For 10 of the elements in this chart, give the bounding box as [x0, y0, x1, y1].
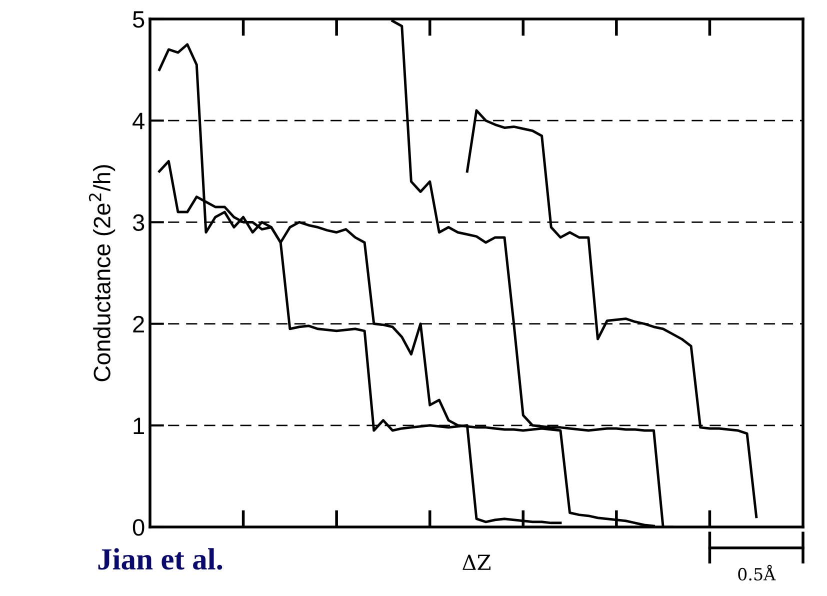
text: 0.5Å — [738, 564, 776, 581]
y-tick-label: 1 — [134, 418, 144, 434]
y-axis-title: Conductance (2e$^{2}$/h) — [88, 165, 116, 382]
x-axis-title: ΔZ — [462, 554, 490, 570]
y-tick-label: 5 — [132, 11, 144, 28]
y-tick-label: 4 — [132, 112, 144, 130]
y-tick-label: 0 — [132, 519, 144, 536]
text: Jian et al. — [98, 548, 222, 570]
y-tick-label: 2 — [133, 316, 144, 332]
y-tick-label: 3 — [132, 214, 144, 231]
